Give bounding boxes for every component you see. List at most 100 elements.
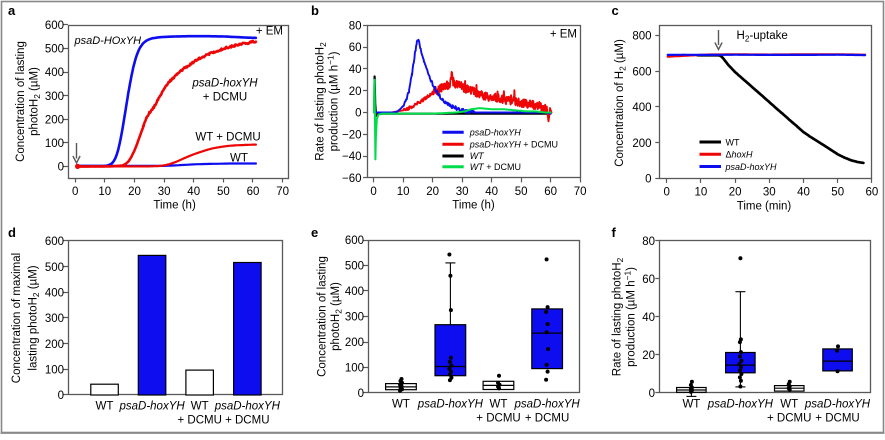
- svg-text:+ DCMU: + DCMU: [476, 413, 520, 425]
- svg-text:10: 10: [695, 187, 708, 199]
- svg-text:10: 10: [397, 186, 410, 198]
- svg-text:Rate of lasting photoH2: Rate of lasting photoH2: [315, 42, 329, 161]
- svg-text:Time (h): Time (h): [153, 200, 196, 212]
- svg-text:−40: −40: [342, 151, 362, 163]
- svg-text:0: 0: [645, 174, 651, 186]
- svg-text:50: 50: [831, 187, 844, 199]
- svg-text:500: 500: [45, 44, 64, 56]
- svg-text:WT: WT: [726, 137, 740, 147]
- svg-text:+ EM: + EM: [256, 26, 283, 38]
- svg-text:WT + DCMU: WT + DCMU: [470, 162, 521, 172]
- svg-text:psaD-hoxYH + DCMU: psaD-hoxYH + DCMU: [469, 139, 558, 149]
- svg-text:20: 20: [349, 86, 362, 98]
- svg-text:20: 20: [729, 187, 742, 199]
- svg-text:30: 30: [763, 187, 776, 199]
- svg-text:Concentration of lasting: Concentration of lasting: [15, 41, 27, 162]
- svg-text:400: 400: [45, 67, 64, 79]
- svg-text:50: 50: [217, 186, 230, 198]
- svg-text:80: 80: [349, 20, 362, 32]
- svg-text:20: 20: [426, 186, 439, 198]
- svg-text:400: 400: [45, 287, 64, 299]
- svg-text:+ DCMU: + DCMU: [177, 415, 221, 427]
- svg-text:Time (h): Time (h): [452, 200, 495, 212]
- svg-text:Concentration of maximal: Concentration of maximal: [11, 253, 23, 383]
- svg-text:800: 800: [632, 31, 651, 43]
- svg-text:WT: WT: [682, 399, 700, 411]
- svg-text:psaD-hoxYH: psaD-hoxYH: [118, 401, 185, 413]
- svg-text:WT: WT: [96, 401, 114, 413]
- svg-text:ΔhoxH: ΔhoxH: [726, 150, 754, 160]
- svg-text:60: 60: [247, 186, 260, 198]
- svg-text:600: 600: [45, 236, 64, 248]
- svg-text:400: 400: [632, 102, 651, 114]
- svg-text:300: 300: [45, 91, 64, 103]
- svg-text:−60: −60: [342, 173, 362, 185]
- svg-text:0: 0: [358, 388, 364, 400]
- svg-text:20: 20: [642, 350, 655, 362]
- svg-text:60: 60: [349, 42, 362, 54]
- svg-text:psaD-hoxYH: psaD-hoxYH: [513, 399, 580, 411]
- svg-text:600: 600: [345, 235, 364, 247]
- svg-text:+ DCMU: + DCMU: [815, 413, 859, 425]
- svg-text:psaD-hoxYH: psaD-hoxYH: [214, 401, 281, 413]
- svg-text:psaD-hoxYH: psaD-hoxYH: [191, 78, 258, 90]
- svg-text:50: 50: [515, 186, 528, 198]
- svg-text:c: c: [612, 3, 619, 18]
- svg-text:60: 60: [544, 186, 557, 198]
- svg-text:WT: WT: [191, 401, 209, 413]
- svg-text:40: 40: [349, 64, 362, 76]
- svg-text:100: 100: [45, 364, 64, 376]
- svg-text:40: 40: [187, 186, 200, 198]
- svg-text:+ DCMU: + DCMU: [525, 413, 569, 425]
- svg-text:photoH2 (µM): photoH2 (µM): [29, 67, 43, 136]
- svg-text:H2-uptake: H2-uptake: [737, 30, 788, 44]
- svg-text:WT: WT: [470, 151, 485, 161]
- svg-text:e: e: [311, 225, 318, 240]
- svg-text:b: b: [311, 3, 319, 18]
- svg-text:0: 0: [72, 186, 78, 198]
- svg-text:psaD-hoxYH: psaD-hoxYH: [725, 162, 778, 172]
- svg-text:psaD-hoxYH: psaD-hoxYH: [417, 399, 484, 411]
- svg-text:500: 500: [345, 261, 364, 273]
- svg-text:0: 0: [58, 390, 64, 402]
- svg-text:200: 200: [45, 115, 64, 127]
- svg-text:300: 300: [45, 313, 64, 325]
- svg-text:30: 30: [456, 186, 469, 198]
- svg-text:psaD-hoxYH: psaD-hoxYH: [707, 399, 774, 411]
- svg-text:60: 60: [866, 187, 879, 199]
- svg-text:Concentration of lasting: Concentration of lasting: [317, 256, 329, 377]
- svg-text:production (µM h−1): production (µM h−1): [325, 51, 340, 151]
- svg-text:40: 40: [485, 186, 498, 198]
- svg-text:Rate of lasting photoH2: Rate of lasting photoH2: [612, 257, 626, 376]
- svg-text:300: 300: [345, 312, 364, 324]
- svg-text:30: 30: [158, 186, 171, 198]
- svg-text:60: 60: [642, 274, 655, 286]
- svg-text:lasting photoH2 (µM): lasting photoH2 (µM): [28, 265, 42, 370]
- svg-text:0: 0: [370, 186, 376, 198]
- svg-text:600: 600: [632, 66, 651, 78]
- svg-text:psaD-hoxYH: psaD-hoxYH: [469, 128, 522, 138]
- svg-text:+ DCMU: + DCMU: [225, 415, 269, 427]
- svg-text:+ DCMU: + DCMU: [767, 413, 811, 425]
- svg-text:200: 200: [632, 138, 651, 150]
- svg-text:0: 0: [649, 388, 655, 400]
- svg-text:20: 20: [128, 186, 141, 198]
- svg-text:10: 10: [98, 186, 111, 198]
- svg-text:+ DCMU: + DCMU: [203, 92, 247, 104]
- svg-text:WT + DCMU: WT + DCMU: [195, 132, 260, 144]
- svg-text:100: 100: [345, 363, 364, 375]
- svg-text:70: 70: [574, 186, 587, 198]
- svg-text:f: f: [612, 225, 617, 240]
- svg-text:100: 100: [45, 138, 64, 150]
- svg-text:500: 500: [45, 262, 64, 274]
- svg-text:WT: WT: [392, 399, 410, 411]
- svg-text:WT: WT: [780, 399, 798, 411]
- svg-text:psaD-HOxYH: psaD-HOxYH: [74, 35, 142, 47]
- svg-text:+ EM: + EM: [550, 29, 577, 41]
- svg-text:0: 0: [663, 187, 669, 199]
- svg-text:200: 200: [45, 339, 64, 351]
- svg-text:200: 200: [345, 337, 364, 349]
- svg-text:0: 0: [58, 162, 64, 174]
- svg-text:40: 40: [797, 187, 810, 199]
- svg-text:WT: WT: [490, 399, 508, 411]
